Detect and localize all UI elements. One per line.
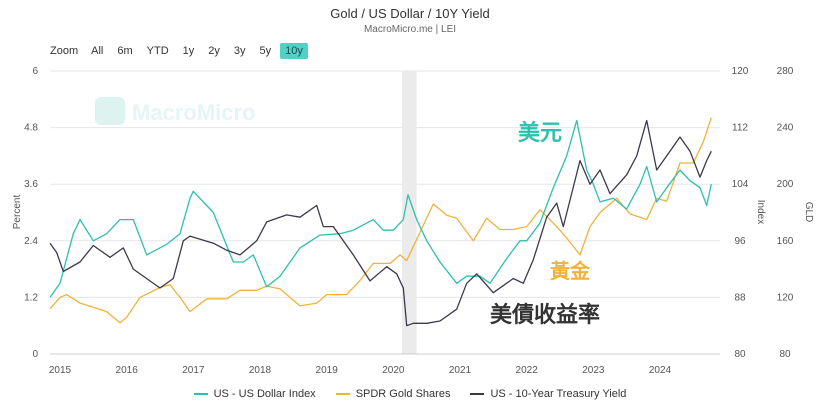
- y-tick-label-index: 96: [734, 236, 746, 247]
- zoom-6m-button[interactable]: 6m: [117, 45, 133, 57]
- y-tick-label-gld: 280: [777, 66, 794, 77]
- legend-item-gold[interactable]: SPDR Gold Shares: [335, 388, 451, 400]
- x-tick-label: 2024: [649, 365, 672, 376]
- y-tick-label-gld: 160: [777, 236, 794, 247]
- legend-item-yield[interactable]: US - 10-Year Treasury Yield: [470, 388, 626, 400]
- zoom-toolbar: Zoom All 6m YTD 1y 2y 3y 5y 10y: [50, 42, 312, 60]
- chart-title: Gold / US Dollar / 10Y Yield: [330, 6, 490, 21]
- zoom-label: Zoom: [50, 45, 79, 57]
- y-axis-gld-label: GLD: [803, 202, 814, 223]
- zoom-3y-button[interactable]: 3y: [233, 45, 246, 57]
- x-tick-label: 2021: [449, 365, 472, 376]
- legend-swatch-yield: [470, 393, 485, 395]
- y-tick-label-percent: 2.4: [24, 236, 38, 247]
- zoom-10y-button[interactable]: 10y: [280, 43, 308, 59]
- y-axis-gld-ticks: 80 120 160 200 240 280: [777, 66, 794, 360]
- chart-subtitle: MacroMicro.me | LEI: [363, 24, 457, 35]
- y-tick-label-index: 80: [734, 349, 746, 360]
- watermark-text: MacroMicro: [132, 100, 255, 125]
- legend-label-gold: SPDR Gold Shares: [355, 388, 451, 400]
- y-tick-label-percent: 1.2: [24, 292, 38, 303]
- annotation-dollar: 美元: [518, 120, 562, 146]
- y-tick-label-index: 120: [732, 66, 749, 77]
- y-axis-percent-ticks: 0 1.2 2.4 3.6 4.8 6: [24, 66, 38, 360]
- y-tick-label-percent: 3.6: [24, 179, 38, 190]
- y-tick-label-gld: 80: [779, 349, 791, 360]
- series-line-treasury-yield[interactable]: [49, 119, 712, 327]
- x-tick-label: 2020: [382, 365, 405, 376]
- watermark: MacroMicro: [95, 97, 255, 125]
- annotation-gold: 黃金: [550, 259, 591, 283]
- y-tick-label-percent: 0: [32, 349, 38, 360]
- y-tick-label-gld: 120: [777, 292, 794, 303]
- zoom-2y-button[interactable]: 2y: [208, 45, 220, 57]
- x-tick-label: 2017: [182, 365, 205, 376]
- x-tick-label: 2023: [582, 365, 605, 376]
- y-tick-label-index: 112: [732, 123, 748, 134]
- watermark-logo-icon: [95, 97, 125, 125]
- y-tick-label-gld: 240: [777, 123, 794, 134]
- y-tick-label-percent: 4.8: [24, 123, 38, 134]
- zoom-5y-button[interactable]: 5y: [259, 45, 272, 57]
- x-tick-label: 2022: [516, 365, 539, 376]
- x-axis-ticks: 2015 2016 2017 2018 2019 2020 2021 2022 2023 2024: [49, 365, 672, 376]
- legend-label-yield: US - 10-Year Treasury Yield: [490, 388, 627, 400]
- y-tick-label-gld: 200: [777, 179, 794, 190]
- legend-swatch-dollar: [193, 393, 208, 395]
- x-tick-label: 2015: [49, 365, 72, 376]
- series-line-dollar-index[interactable]: [49, 119, 712, 298]
- y-tick-label-index: 88: [734, 292, 746, 303]
- legend: US - US Dollar Index SPDR Gold Shares US…: [0, 388, 820, 400]
- x-tick-label: 2018: [249, 365, 272, 376]
- zoom-ytd-button[interactable]: YTD: [146, 45, 169, 57]
- x-tick-label: 2016: [116, 365, 139, 376]
- y-axis-index-label: Index: [755, 200, 766, 224]
- series-line-gold[interactable]: [49, 117, 712, 324]
- legend-label-dollar: US - US Dollar Index: [213, 388, 316, 400]
- zoom-all-button[interactable]: All: [91, 45, 104, 57]
- series-layer: [49, 117, 712, 327]
- shaded-period: [402, 71, 417, 354]
- y-tick-label-percent: 6: [32, 66, 38, 77]
- zoom-1y-button[interactable]: 1y: [182, 45, 195, 57]
- annotation-yield: 美債收益率: [490, 302, 600, 328]
- x-tick-label: 2019: [316, 365, 339, 376]
- legend-item-dollar[interactable]: US - US Dollar Index: [193, 388, 316, 400]
- y-axis-percent-label: Percent: [12, 195, 23, 230]
- legend-swatch-gold: [335, 393, 350, 395]
- y-tick-label-index: 104: [732, 179, 749, 190]
- y-axis-index-ticks: 80 88 96 104 112 120: [732, 66, 749, 360]
